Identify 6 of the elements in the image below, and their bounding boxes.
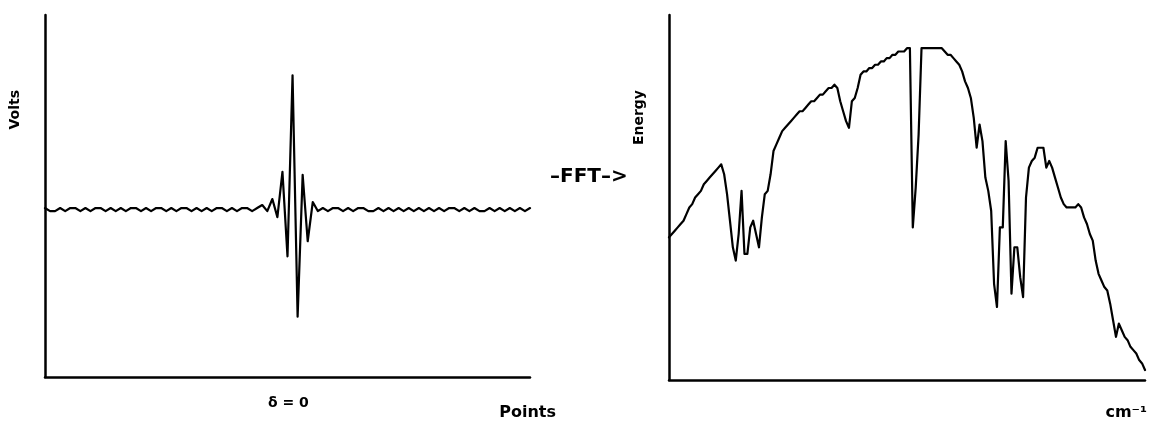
text: –FFT–> (550, 163, 628, 187)
text: δ = 0 (268, 394, 310, 410)
x-axis-title: cm⁻¹ (1105, 401, 1147, 421)
y-axis-title: Volts (6, 90, 22, 130)
y-axis-title: Energy (630, 90, 646, 146)
x-axis-title: Points (499, 401, 556, 421)
